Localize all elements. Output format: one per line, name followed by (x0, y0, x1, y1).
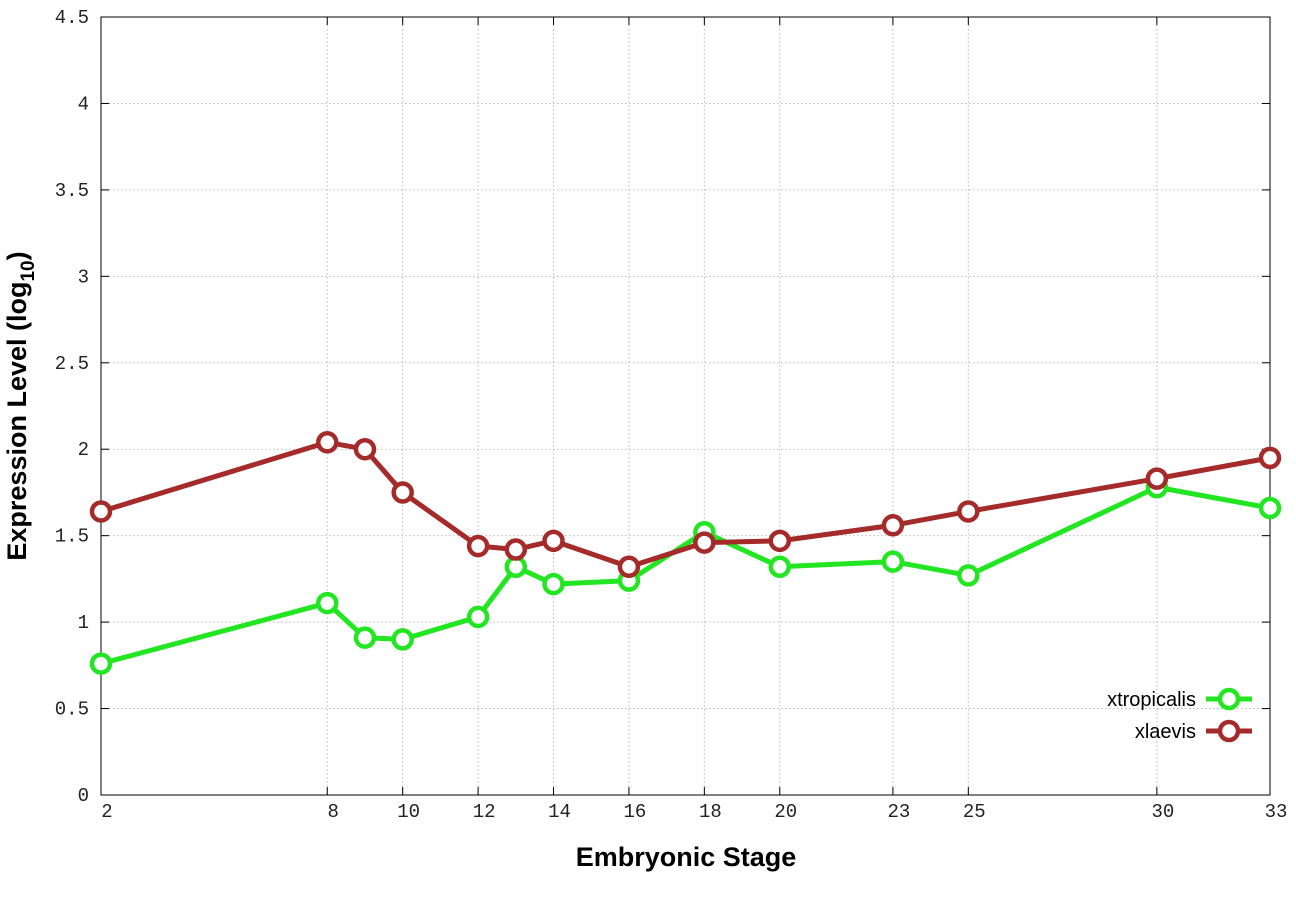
point (957, 564, 980, 587)
point (391, 481, 414, 504)
point (881, 514, 905, 537)
y-tick-label: 0 (78, 785, 89, 807)
point (768, 529, 792, 553)
point (316, 591, 339, 615)
point (617, 555, 641, 579)
x-tick-label: 10 (397, 801, 420, 823)
y-tick-label: 4 (78, 93, 89, 115)
y-axis-title-text: Expression Level (log (2, 282, 32, 561)
x-tick-label: 20 (774, 801, 797, 823)
point (881, 550, 905, 573)
point (957, 500, 980, 523)
series-line (100, 484, 1271, 667)
y-tick-label: 0.5 (55, 699, 89, 721)
point (504, 538, 528, 561)
point (542, 572, 565, 596)
point (693, 531, 716, 554)
point (1258, 496, 1282, 520)
plot-frame (100, 16, 1271, 796)
y-tick-label: 4.5 (55, 7, 89, 29)
x-tick-label: 25 (963, 801, 986, 823)
x-tick-label: 23 (887, 801, 910, 823)
x-tick-label: 8 (328, 801, 339, 823)
point (89, 500, 113, 523)
x-tick-label: 12 (473, 801, 496, 823)
x-tick-label: 2 (101, 801, 112, 823)
y-tick-label: 2 (78, 439, 89, 461)
series-line (100, 439, 1271, 570)
point (89, 652, 113, 675)
point (768, 555, 792, 579)
point (316, 431, 339, 454)
legend-marker (1217, 719, 1241, 743)
y-axis-title-suffix: ) (2, 251, 32, 260)
point (353, 437, 377, 461)
legend-marker (1217, 687, 1241, 711)
y-axis-title-sub: 10 (18, 260, 39, 281)
y-tick-label: 2.5 (55, 353, 89, 375)
point (466, 605, 490, 629)
point (466, 534, 490, 558)
x-axis-title: Embryonic Stage (576, 842, 797, 872)
legend-label: xtropicalis (1107, 689, 1196, 711)
x-tick-label: 30 (1151, 801, 1174, 823)
legend-label: xlaevis (1135, 721, 1196, 743)
y-axis-title: Expression Level (log10) (2, 251, 39, 560)
y-tick-label: 1.5 (55, 526, 89, 548)
x-tick-label: 18 (699, 801, 722, 823)
y-tick-label: 3 (78, 266, 89, 288)
x-tick-label: 14 (548, 801, 571, 823)
point (391, 628, 414, 651)
x-tick-label: 33 (1265, 801, 1288, 823)
y-tick-label: 1 (78, 612, 89, 634)
point (542, 529, 565, 553)
point (1258, 446, 1282, 470)
point (353, 626, 377, 649)
y-tick-label: 3.5 (55, 180, 89, 202)
x-tick-label: 16 (624, 801, 647, 823)
point (1145, 467, 1169, 490)
